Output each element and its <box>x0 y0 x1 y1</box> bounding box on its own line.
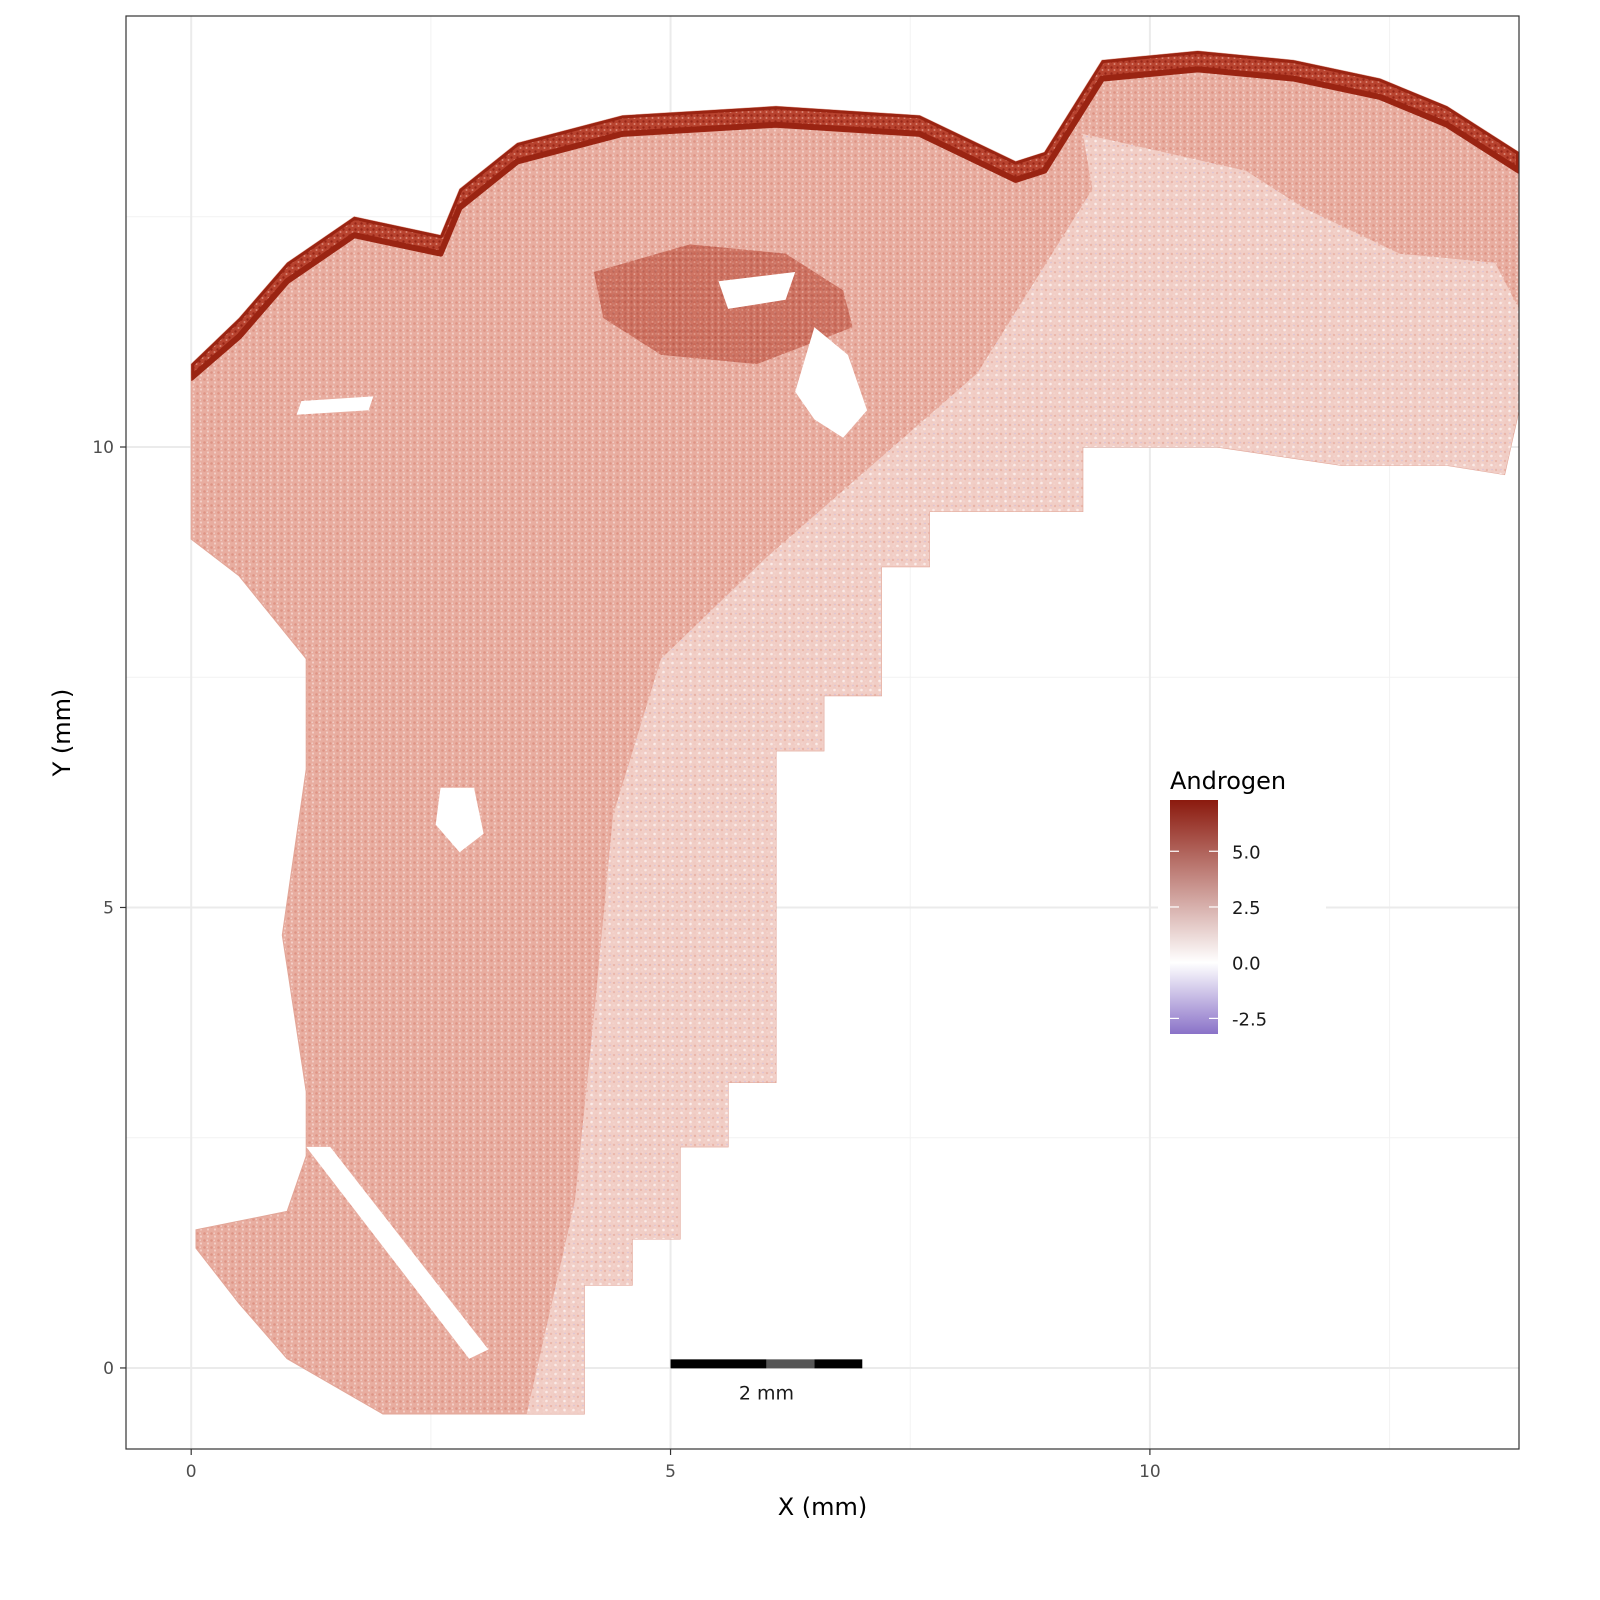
legend-break-label: 0.0 <box>1232 954 1261 975</box>
scale-bar-segment-1 <box>670 1359 767 1369</box>
scale-bar-segment-2 <box>766 1359 815 1369</box>
scale-bar-segment-3 <box>814 1359 863 1369</box>
y-tick-label: 0 <box>103 1359 114 1379</box>
legend-break-label: 2.5 <box>1232 898 1261 919</box>
tissue-void <box>306 1146 489 1359</box>
scale-bar: 2 mm <box>670 1359 863 1404</box>
panel-border <box>125 15 1520 1450</box>
tissue-void <box>795 327 868 438</box>
tissue-void <box>435 787 484 853</box>
legend-break-label: 5.0 <box>1232 842 1261 863</box>
legend-break-label: -2.5 <box>1232 1009 1267 1030</box>
tissue-voids <box>296 272 868 1359</box>
scale-bar-label: 2 mm <box>739 1382 794 1404</box>
tissue-void <box>296 396 374 415</box>
y-tick-label: 10 <box>92 438 114 458</box>
legend-colorbar <box>1170 800 1218 1034</box>
tissue-high-rim <box>191 51 1519 381</box>
legend-ticks: 5.0 2.5 0.0 -2.5 <box>1170 842 1267 1030</box>
x-tick-label: 10 <box>1139 1462 1161 1482</box>
x-tick-label: 0 <box>186 1462 197 1482</box>
y-axis-title: Y (mm) <box>48 689 76 778</box>
x-axis-title: X (mm) <box>778 1493 868 1521</box>
x-tick-label: 5 <box>665 1462 676 1482</box>
y-tick-label: 5 <box>103 898 114 918</box>
legend: Androgen 5.0 2.5 0.0 -2.5 <box>1158 762 1326 1052</box>
tissue-void <box>718 272 796 309</box>
y-axis-ticks: 0 5 10 <box>92 438 126 1379</box>
x-axis-ticks: 0 5 10 <box>186 1449 1161 1482</box>
tissue-sparse-region <box>526 133 1519 1414</box>
legend-title: Androgen <box>1170 767 1286 795</box>
